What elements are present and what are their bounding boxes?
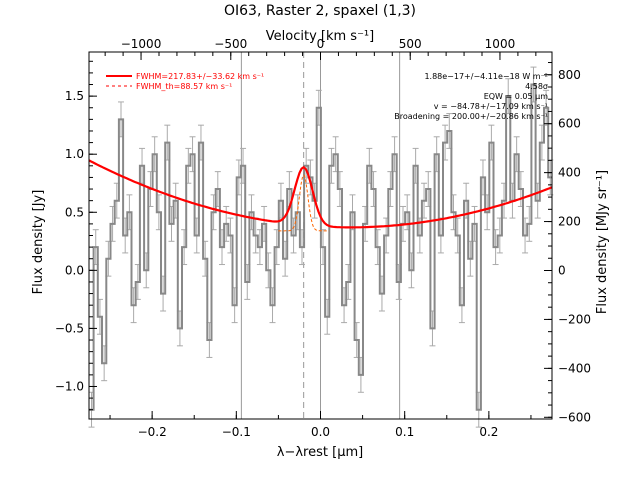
x-axis-label: λ−λrest [μm]	[277, 445, 363, 460]
y2-tick-label: 600	[558, 117, 581, 131]
x2-tick-label: −1000	[121, 37, 162, 51]
x-tick-label: 0.2	[479, 425, 498, 439]
x2-axis-label: Velocity [km s⁻¹]	[266, 29, 374, 44]
legend-label-fwhm-th: FWHM_th=88.57 km s⁻¹	[136, 82, 232, 91]
chart-title: OI63, Raster 2, spaxel (1,3)	[224, 3, 416, 19]
x2-tick-label: −500	[214, 37, 247, 51]
y2-axis-label: Flux density [MJy sr⁻¹]	[595, 170, 610, 314]
legend: FWHM=217.83+/−33.62 km s⁻¹ FWHM_th=88.57…	[106, 72, 264, 91]
fit-curve	[88, 159, 553, 229]
y2-tick-label: 200	[558, 215, 581, 229]
x-tick-label: 0.0	[311, 425, 330, 439]
fit-annotations: 1.88e−17+/−4.11e−18 W m⁻² 4.58σ EQW = 0.…	[394, 72, 548, 121]
y2-tick-label: 400	[558, 166, 581, 180]
plot-frame	[88, 51, 553, 420]
y-axis-label: Flux density [Jy]	[31, 190, 46, 295]
y-tick-label: −0.5	[55, 321, 84, 335]
annotation-significance: 4.58σ	[525, 82, 548, 91]
y2-tick-label: −600	[558, 410, 591, 424]
legend-label-fwhm: FWHM=217.83+/−33.62 km s⁻¹	[136, 72, 264, 81]
annotation-broadening: Broadening = 200.00+/−20.86 km s⁻¹	[394, 112, 548, 121]
y-tick-label: 0.0	[65, 263, 84, 277]
y-tick-label: 1.0	[65, 147, 84, 161]
x-tick-label: −0.1	[222, 425, 251, 439]
annotation-velocity: v = −84.78+/−17.09 km s⁻¹	[434, 102, 548, 111]
y2-tick-label: 0	[558, 263, 566, 277]
x2-tick-label: 1000	[485, 37, 516, 51]
x-tick-label: 0.1	[395, 425, 414, 439]
y2-tick-label: −200	[558, 312, 591, 326]
y-tick-label: 0.5	[65, 205, 84, 219]
annotation-flux: 1.88e−17+/−4.11e−18 W m⁻²	[424, 72, 548, 81]
y2-tick-label: 800	[558, 68, 581, 82]
x-tick-label: −0.2	[138, 425, 167, 439]
annotation-eqw: EQW = 0.05 μm	[484, 92, 548, 101]
thermal-curve	[278, 174, 329, 232]
x2-tick-label: 0	[317, 37, 325, 51]
x2-tick-label: 500	[399, 37, 422, 51]
y-tick-label: −1.0	[55, 379, 84, 393]
spectrum-line	[89, 83, 553, 411]
y2-tick-label: −400	[558, 361, 591, 375]
plot-area: −0.2 −0.1 0.0 0.1 0.2 −1000 −500 0 500 1000 −1.0 −0…	[55, 37, 591, 439]
y-tick-label: 1.5	[65, 89, 84, 103]
